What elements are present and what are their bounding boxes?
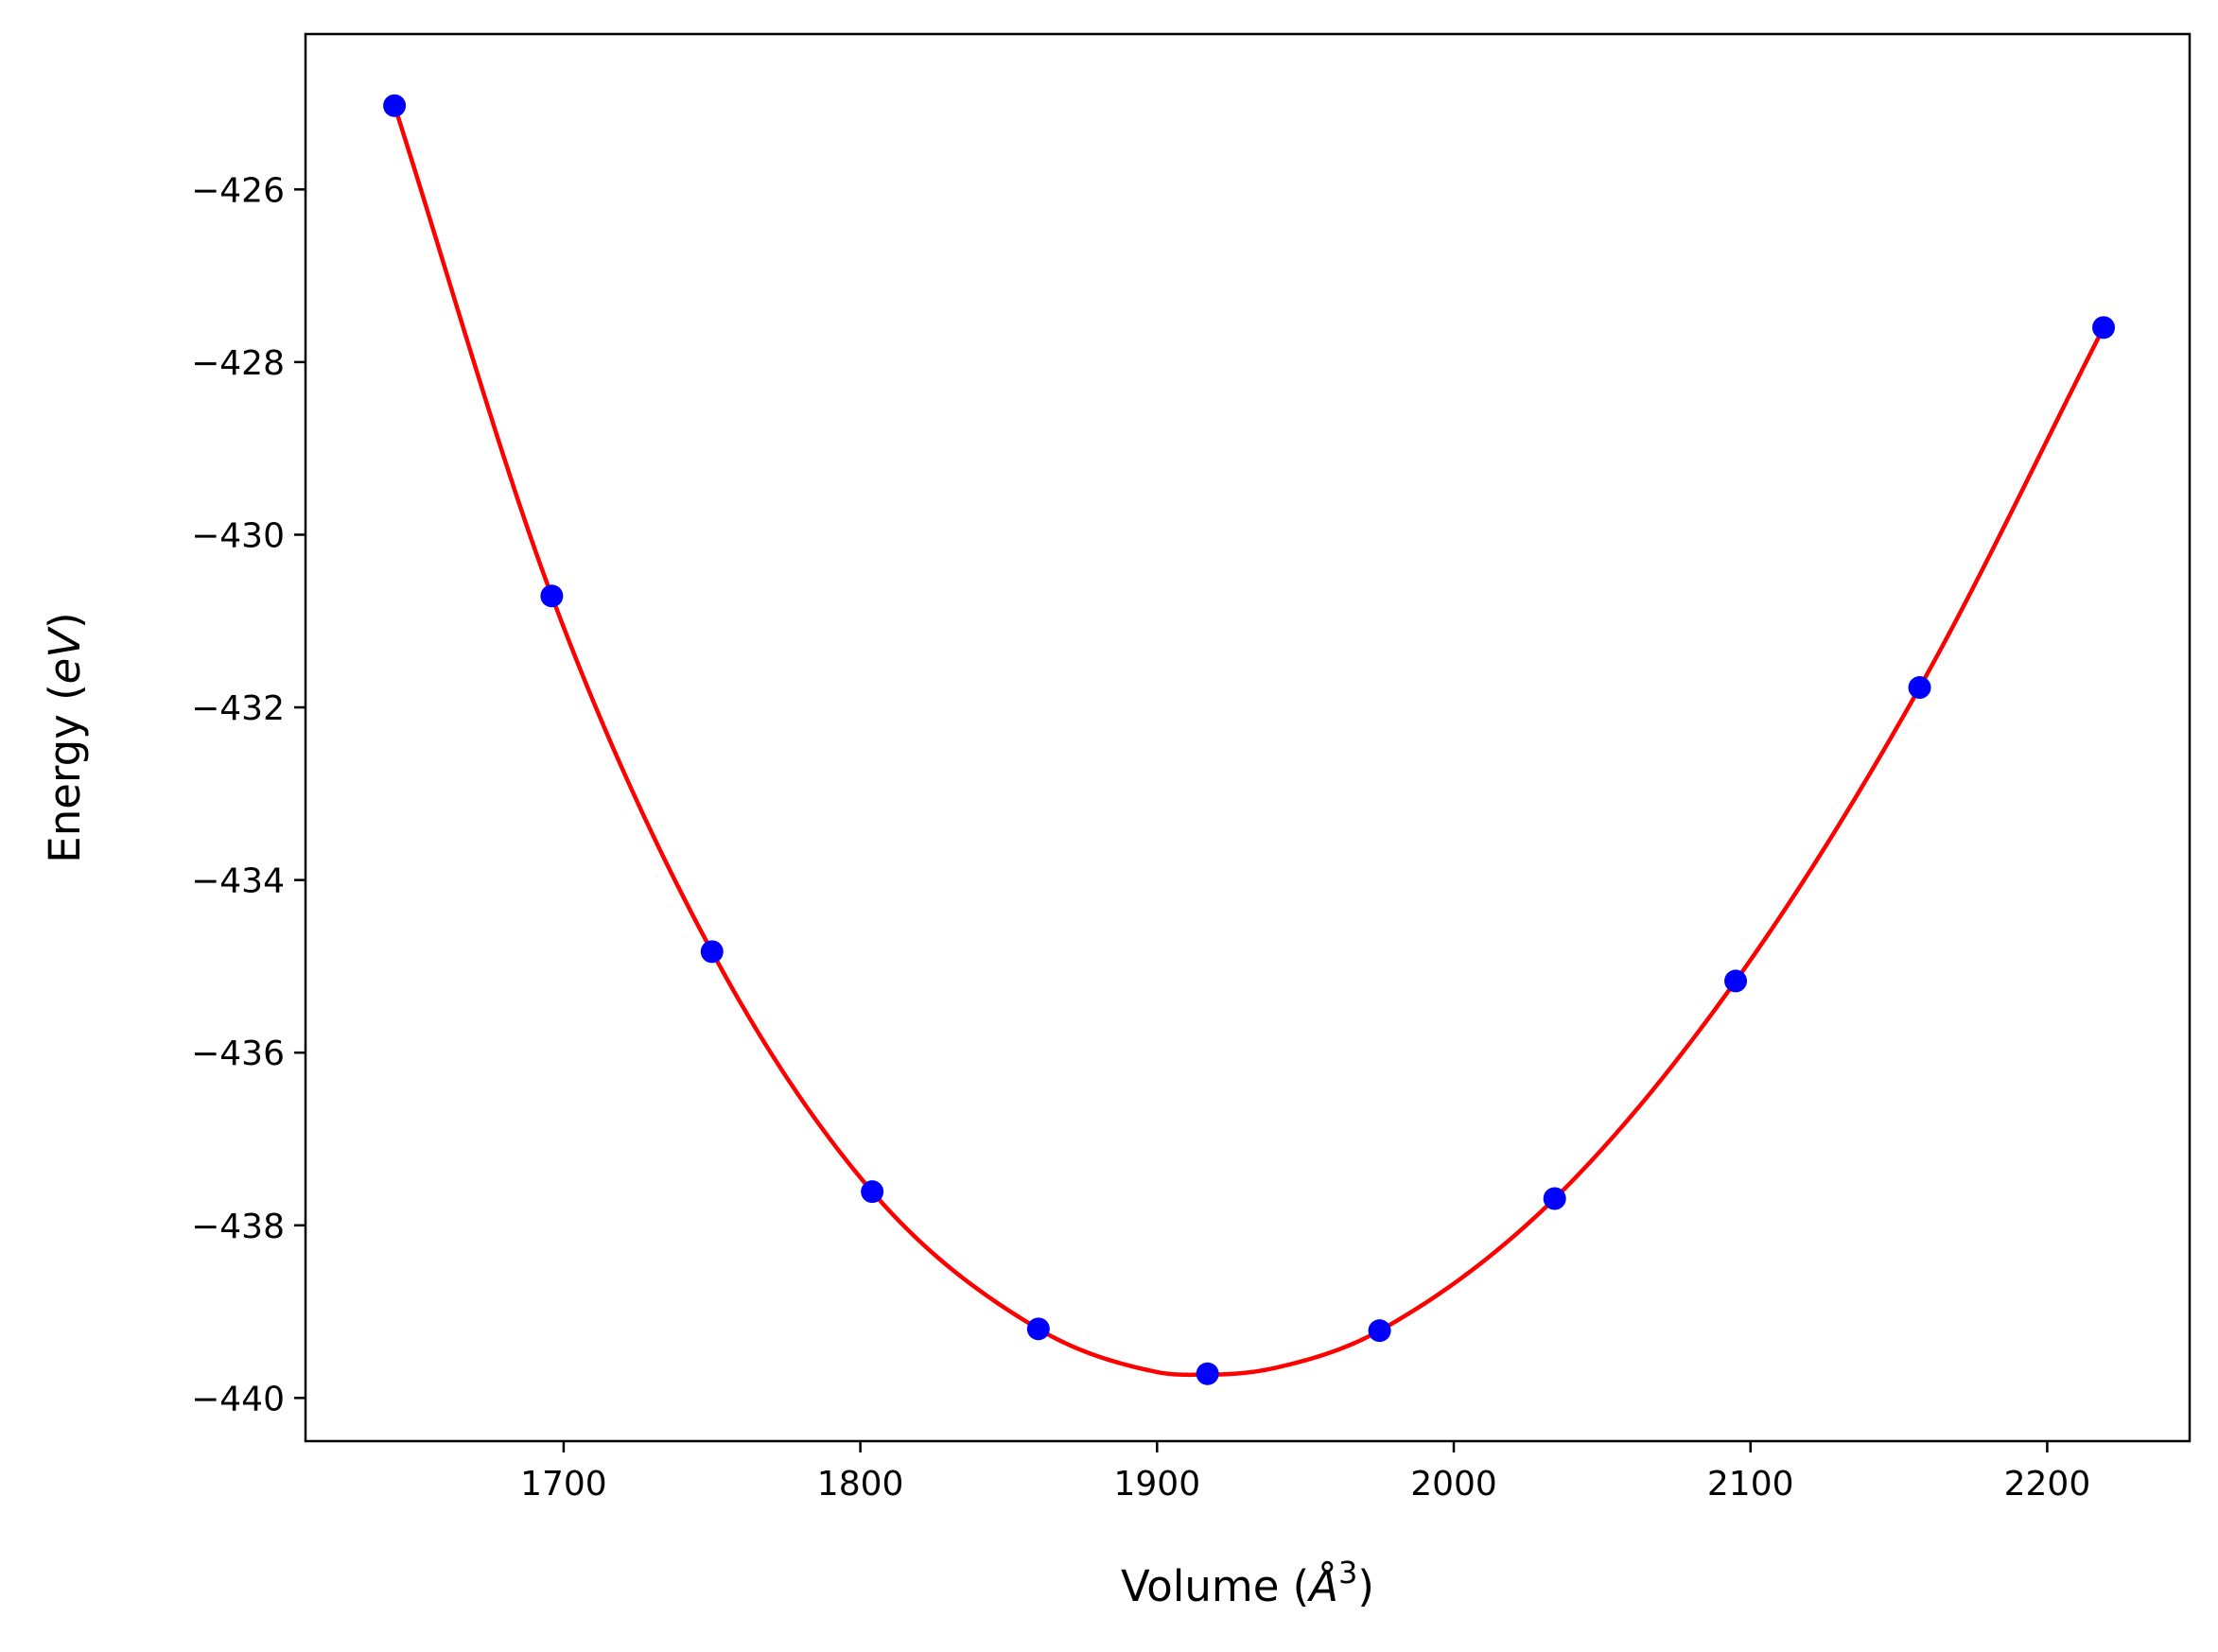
data-point (540, 584, 564, 608)
data-point (700, 940, 724, 964)
data-point (1543, 1187, 1566, 1210)
x-tick-label: 1900 (1114, 1465, 1201, 1504)
data-point (1368, 1319, 1391, 1343)
plot-area (383, 94, 2116, 1385)
x-tick-label: 1700 (520, 1465, 607, 1504)
x-tick-label: 2000 (1410, 1465, 1497, 1504)
x-tick-label: 2100 (1707, 1465, 1794, 1504)
y-tick-label: −436 (191, 1035, 285, 1073)
data-point (1724, 969, 1748, 993)
y-tick-label: −432 (191, 689, 285, 728)
data-point (1026, 1317, 1050, 1341)
y-tick-label: −428 (191, 344, 285, 383)
data-point (383, 94, 407, 117)
x-tick-label: 2200 (2004, 1465, 2091, 1504)
data-point (1908, 676, 1931, 700)
y-tick-label: −426 (191, 171, 285, 210)
y-tick-label: −430 (191, 516, 285, 555)
x-axis-title: Volume (Å3) (1121, 1555, 1374, 1611)
x-tick-label: 1800 (817, 1465, 904, 1504)
y-tick-label: −438 (191, 1208, 285, 1246)
y-axis-title: Energy (eV) (40, 612, 90, 862)
data-point (2092, 316, 2116, 339)
y-tick-label: −434 (191, 862, 285, 901)
data-point (1196, 1362, 1219, 1385)
axes-frame (304, 32, 2192, 1443)
axis-ticks: 1700 1800 1900 2000 2100 2200 −426 −428 −430 −432… (191, 171, 2090, 1504)
y-tick-label: −440 (191, 1380, 285, 1418)
data-point (861, 1180, 884, 1204)
